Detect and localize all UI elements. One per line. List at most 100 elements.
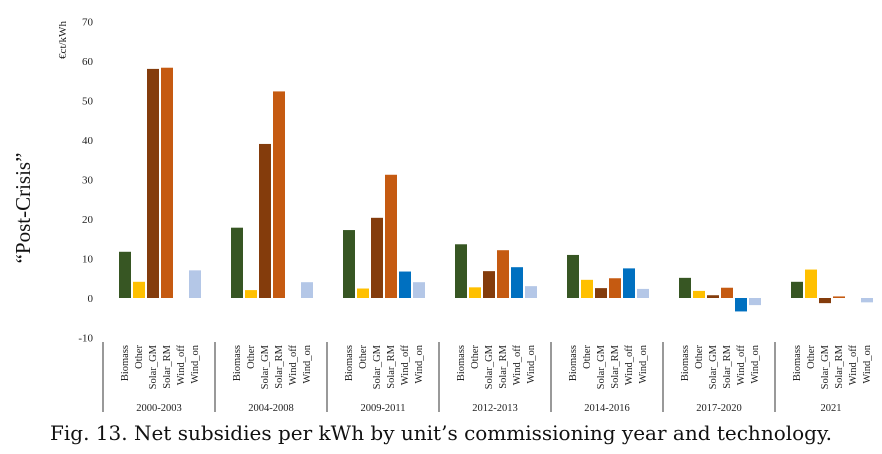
bar-biomass-2009-2011 xyxy=(343,230,355,298)
bar-biomass-2004-2008 xyxy=(231,227,243,298)
category-label: Other xyxy=(358,345,369,369)
bar-solar-gm-2009-2011 xyxy=(371,217,383,298)
category-label: Solar_GM xyxy=(708,344,719,389)
category-label: Solar_RM xyxy=(386,344,397,388)
y-tick-label: 10 xyxy=(82,254,94,266)
category-label: Biomass xyxy=(456,345,467,381)
bar-biomass-2012-2013 xyxy=(455,244,467,298)
category-label: Wind_off xyxy=(400,345,411,386)
category-label: Wind_on xyxy=(302,344,313,383)
category-label: Biomass xyxy=(120,345,131,381)
bar-other-2004-2008 xyxy=(245,290,257,298)
y-tick-label: 70 xyxy=(82,17,94,29)
bar-other-2014-2016 xyxy=(581,279,593,298)
y-tick-label: 40 xyxy=(82,135,94,147)
category-label: Solar_GM xyxy=(372,344,383,389)
category-label: Wind_on xyxy=(414,344,425,383)
bar-wind-off-2009-2011 xyxy=(399,271,411,298)
category-label: Wind_off xyxy=(288,345,299,386)
bar-wind-off-2014-2016 xyxy=(623,268,635,298)
category-label: Solar_RM xyxy=(834,344,845,388)
category-label: Wind_on xyxy=(190,344,201,383)
bar-other-2012-2013 xyxy=(469,287,481,298)
group-label: 2004-2008 xyxy=(248,403,294,414)
bar-solar-gm-2017-2020 xyxy=(707,295,719,298)
figure-caption: Fig. 13. Net subsidies per kWh by unit’s… xyxy=(50,421,832,445)
category-label: Solar_GM xyxy=(820,344,831,389)
y-tick-label: 20 xyxy=(82,214,94,226)
bar-wind-on-2017-2020 xyxy=(749,298,761,306)
category-label: Wind_off xyxy=(848,345,859,386)
category-label: Biomass xyxy=(232,345,243,381)
category-label: Solar_GM xyxy=(148,344,159,389)
group-label: 2012-2013 xyxy=(472,403,518,414)
category-label: Biomass xyxy=(568,345,579,381)
bar-wind-on-2000-2003 xyxy=(189,270,201,298)
category-label: Wind_off xyxy=(736,345,747,386)
category-label: Other xyxy=(134,345,145,369)
bar-biomass-2014-2016 xyxy=(567,254,579,298)
group-label: 2000-2003 xyxy=(136,403,182,414)
y-tick-label: 60 xyxy=(82,56,94,68)
category-label: Solar_RM xyxy=(722,344,733,388)
y-tick-label: -10 xyxy=(78,333,93,345)
category-label: Other xyxy=(470,345,481,369)
bar-solar-gm-2021 xyxy=(819,298,831,304)
bar-biomass-2017-2020 xyxy=(679,277,691,298)
bar-wind-on-2009-2011 xyxy=(413,282,425,298)
bar-other-2021 xyxy=(805,269,817,298)
group-label: 2009-2011 xyxy=(360,403,405,414)
group-label: 2017-2020 xyxy=(696,403,742,414)
category-label: Other xyxy=(246,345,257,369)
category-label: Wind_off xyxy=(624,345,635,386)
category-label: Other xyxy=(694,345,705,369)
category-label: Other xyxy=(806,345,817,369)
category-label: Solar_GM xyxy=(484,344,495,389)
category-label: Wind_off xyxy=(176,345,187,386)
group-label: 2021 xyxy=(821,403,842,414)
category-label: Solar_RM xyxy=(498,344,509,388)
category-label: Biomass xyxy=(680,345,691,381)
category-label: Wind_on xyxy=(638,344,649,383)
bar-solar-rm-2021 xyxy=(833,296,845,298)
y-axis-ticks: -10 0 10 20 30 40 50 60 70 xyxy=(78,17,93,345)
bar-biomass-2000-2003 xyxy=(119,251,131,298)
bar-solar-rm-2012-2013 xyxy=(497,250,509,298)
category-label: Solar_RM xyxy=(162,344,173,388)
group-label: 2014-2016 xyxy=(584,403,630,414)
category-label: Solar_RM xyxy=(274,344,285,388)
category-label: Other xyxy=(582,345,593,369)
y-axis-label: €ct/kWh xyxy=(57,21,69,59)
bar-wind-on-2014-2016 xyxy=(637,288,649,298)
bar-solar-gm-2014-2016 xyxy=(595,288,607,298)
bar-other-2009-2011 xyxy=(357,288,369,298)
bar-solar-rm-2004-2008 xyxy=(273,91,285,298)
group-dividers xyxy=(102,342,776,412)
y-tick-label: 30 xyxy=(82,175,94,187)
category-label: Wind_off xyxy=(512,345,523,386)
y-tick-label: 50 xyxy=(82,96,94,108)
bar-wind-off-2017-2020 xyxy=(735,298,747,312)
bar-other-2017-2020 xyxy=(693,290,705,298)
bars xyxy=(119,67,873,312)
y-tick-label: 0 xyxy=(88,293,94,305)
bar-other-2000-2003 xyxy=(133,281,145,298)
bar-wind-off-2012-2013 xyxy=(511,267,523,298)
bar-wind-on-2012-2013 xyxy=(525,286,537,298)
category-label: Wind_on xyxy=(526,344,537,383)
bar-wind-on-2021 xyxy=(861,298,873,303)
bar-solar-rm-2014-2016 xyxy=(609,278,621,298)
bar-solar-rm-2009-2011 xyxy=(385,174,397,298)
category-label: Solar_GM xyxy=(596,344,607,389)
category-label: Wind_on xyxy=(862,344,873,383)
bar-solar-gm-2004-2008 xyxy=(259,143,271,298)
bar-solar-gm-2000-2003 xyxy=(147,68,159,299)
category-label: Biomass xyxy=(792,345,803,381)
category-label: Biomass xyxy=(344,345,355,381)
post-crisis-label: “Post-Crisis” xyxy=(11,153,35,264)
bar-biomass-2021 xyxy=(791,281,803,298)
x-axis-labels: Biomass Other Solar_GM Solar_RM Wind_off Wind… xyxy=(120,344,873,414)
bar-solar-rm-2000-2003 xyxy=(161,67,173,298)
bar-solar-gm-2012-2013 xyxy=(483,271,495,298)
